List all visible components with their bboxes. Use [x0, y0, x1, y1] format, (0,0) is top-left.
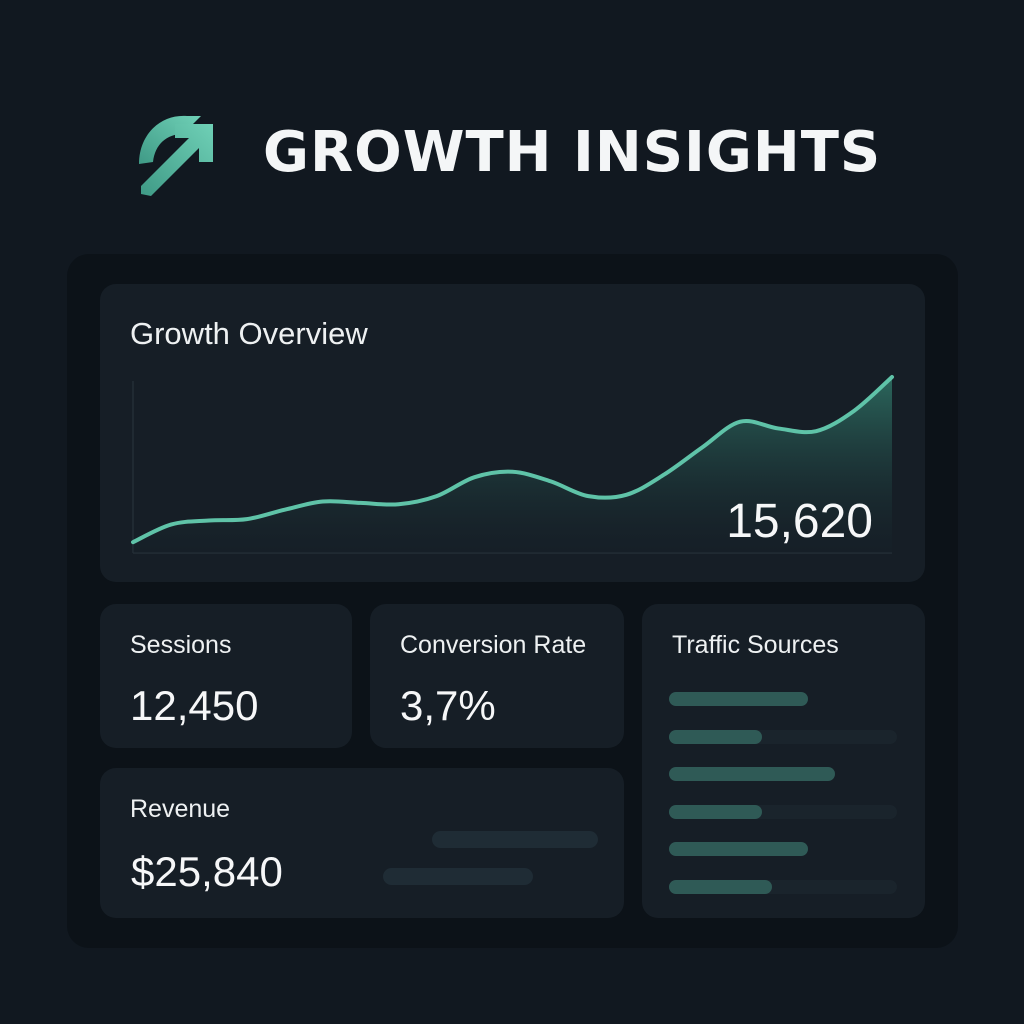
growth-overview-card: Growth Overview 15,620 [100, 284, 925, 582]
growth-arrow-icon [139, 115, 213, 196]
revenue-title: Revenue [130, 795, 231, 823]
revenue-card: Revenue $25,840 [100, 768, 624, 918]
overview-title: Growth Overview [130, 316, 368, 351]
overview-value: 15,620 [726, 495, 873, 548]
traffic-source-fill [669, 879, 772, 894]
sessions-title: Sessions [130, 631, 232, 659]
growth-chart [131, 375, 894, 554]
traffic-source-fill [669, 804, 762, 819]
traffic-source-bar [669, 879, 897, 894]
traffic-sources-card: Traffic Sources [642, 604, 925, 918]
traffic-source-fill [669, 729, 762, 744]
traffic-source-bar [669, 729, 897, 744]
sessions-value: 12,450 [130, 682, 259, 729]
growth-area-fill [133, 377, 892, 553]
revenue-bar-1 [432, 831, 598, 848]
growth-series-line [131, 375, 894, 545]
brand-title: GROWTH INSIGHTS [263, 120, 882, 185]
conversion-rate-value: 3,7% [400, 682, 496, 729]
traffic-source-fill [669, 767, 835, 781]
sessions-card: Sessions 12,450 [100, 604, 352, 748]
revenue-bar-2 [383, 868, 533, 885]
conversion-rate-title: Conversion Rate [400, 631, 587, 659]
traffic-source-fill [669, 842, 808, 856]
conversion-rate-card: Conversion Rate 3,7% [370, 604, 624, 748]
traffic-source-bar [669, 767, 897, 781]
traffic-source-bar [669, 692, 897, 706]
traffic-sources-title: Traffic Sources [672, 631, 839, 659]
traffic-source-bar [669, 842, 897, 856]
traffic-source-fill [669, 692, 808, 706]
traffic-source-bar [669, 804, 897, 819]
revenue-value: $25,840 [131, 848, 283, 895]
